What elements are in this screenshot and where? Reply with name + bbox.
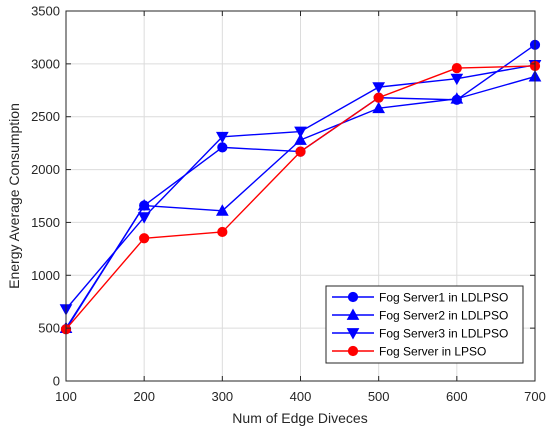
x-tick-label: 300 [211,389,233,404]
legend-marker [347,345,359,357]
axis-ticks: 100 200 300 400 500 600 700 0 500 1000 1500 2000 250… [31,4,546,405]
data-point [137,212,151,224]
data-point [215,131,229,144]
data-point [450,92,464,104]
series-4 [60,60,541,335]
data-point [372,101,386,114]
data-point [294,133,307,145]
data-point [137,198,151,211]
x-tick-label: 200 [133,389,155,404]
data-point [215,204,229,216]
legend-marker [346,328,360,340]
legend-entry: Fog Server in LPSO [379,345,486,359]
y-tick-label: 1500 [31,215,60,230]
y-tick-label: 2000 [31,162,60,177]
data-point [294,126,307,139]
x-tick-label: 700 [524,389,546,404]
y-tick-label: 2500 [31,109,60,124]
legend: Fog Server1 in LDLPSO Fog Server2 in LDLP… [325,285,524,364]
data-point [217,226,228,238]
data-point [372,82,386,94]
x-tick-label: 100 [55,389,77,404]
data-point [295,146,306,157]
y-tick-label: 3500 [31,4,60,19]
legend-marker [347,291,359,303]
legend-entry: Fog Server2 in LDLPSO [379,309,508,323]
y-tick-label: 3000 [31,56,60,71]
data-point [450,73,464,86]
legend-marker [346,308,360,320]
x-tick-label: 400 [290,389,312,404]
y-tick-label: 0 [53,374,60,389]
x-tick-label: 600 [446,389,468,404]
data-point [373,92,384,103]
data-point [139,233,150,244]
legend-entry: Fog Server3 in LDLPSO [379,327,508,341]
x-axis-label: Num of Edge Diveces [232,410,367,426]
series-group [59,39,542,335]
data-point [451,62,462,74]
x-tick-label: 500 [368,389,390,404]
data-point [217,142,228,153]
legend-box [325,285,524,364]
legend-entry: Fog Server1 in LDLPSO [379,291,508,305]
y-tick-label: 500 [38,321,60,336]
y-tick-label: 1000 [31,268,60,283]
y-axis-label: Energy Average Consumption [6,103,22,289]
